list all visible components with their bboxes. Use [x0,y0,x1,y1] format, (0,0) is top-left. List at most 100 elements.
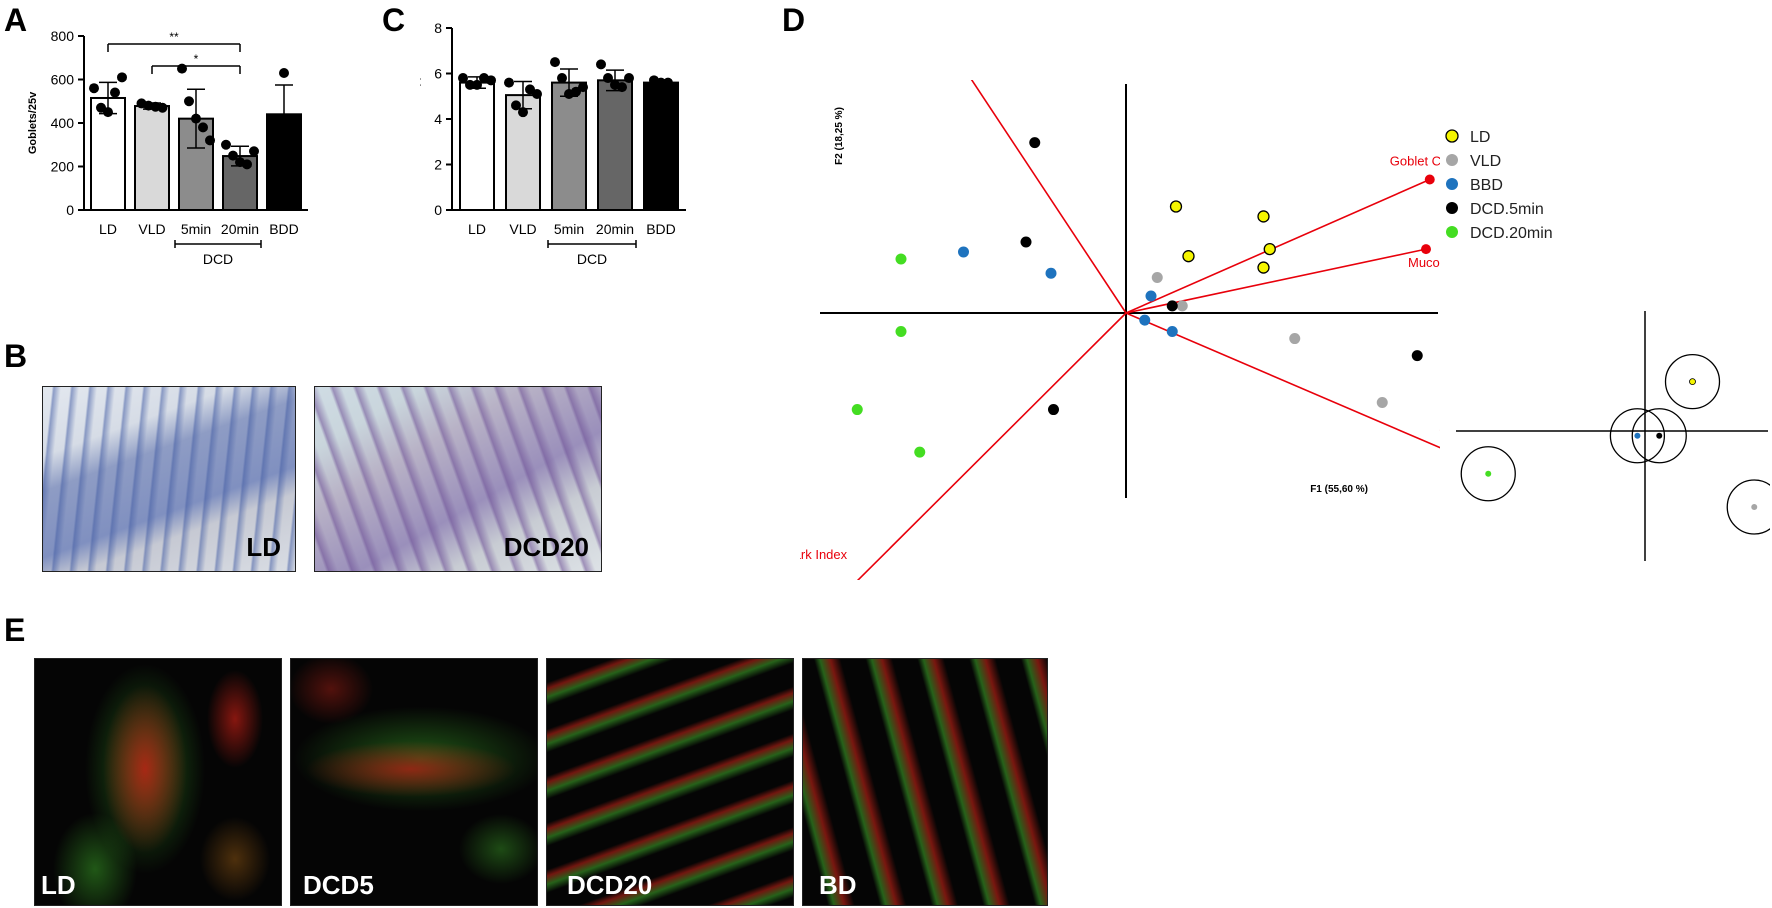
score-point [1048,404,1059,416]
data-point [624,73,634,84]
loading-vector-label: Mucosa Tickness [1408,255,1440,270]
micrograph-label: DCD20 [567,870,653,900]
data-point [184,96,194,107]
panel-letter-e: E [4,612,26,648]
score-point [1376,396,1388,408]
pca-legend: LD VLD BBD DCD.5min DCD.20min [1445,129,1553,242]
data-point [486,75,496,86]
panel-letter-c: C [382,2,406,38]
data-point [103,107,113,118]
data-point [110,87,120,98]
pca-centroid-plot [1456,311,1770,561]
score-point [895,253,907,265]
legend-marker [1446,202,1458,214]
data-point [617,82,627,93]
data-point [518,107,528,118]
score-point [1166,325,1178,337]
bar [222,155,258,211]
group-label: DCD [203,251,233,267]
score-point [1176,300,1188,312]
data-point [242,159,252,170]
data-point [205,135,215,146]
data-point [656,77,666,88]
data-point [596,59,606,70]
legend-label: LD [1470,129,1490,146]
data-point [228,150,238,161]
micrograph-label: LD [246,532,281,562]
score-point [895,325,907,337]
x-tick-label: BDD [646,221,676,237]
score-point [1029,137,1041,149]
micrograph-label: DCD5 [303,870,374,900]
micrograph-label: BD [819,870,857,900]
score-point [1411,350,1423,362]
data-point [157,102,168,113]
score-point [1289,333,1301,345]
score-point [958,246,969,258]
data-point [663,77,673,88]
loading-vector-tip [1421,244,1431,255]
score-point [1257,261,1270,274]
score-point [1169,200,1183,213]
bar [134,105,170,211]
x-tick-label: 5min [181,221,211,237]
data-point [557,73,567,84]
data-point [198,122,208,133]
significance-label: * [194,52,199,66]
bar [597,79,633,212]
confidence-circle [1609,408,1666,464]
data-point [89,83,99,94]
loading-vector-label: Goblet Cells [1390,154,1440,169]
y-tick-label: 0 [434,202,442,218]
significance-label: ** [169,30,179,44]
loading-vector [1125,312,1440,449]
y-tick-label: 200 [51,159,75,175]
micrograph-label: DCD20 [503,532,589,562]
y-tick-label: 8 [434,20,442,36]
bar [643,81,679,211]
y-axis-label: Paneth Cells/Crypt [420,70,421,168]
legend-marker [1446,178,1458,190]
y-axis-label: Goblets/25v [27,91,39,154]
data-point [472,79,482,90]
y-tick-label: 800 [51,28,75,44]
y-axis-label: F2 (18,25 %) [834,107,845,165]
bar [266,113,302,211]
score-point [851,404,863,416]
fluorescence-image-dcd20: DCD20 [546,658,794,906]
y-tick-label: 600 [51,72,75,88]
y-tick-label: 0 [66,202,74,218]
data-point [504,77,514,88]
bar [459,81,495,211]
data-point [249,146,259,157]
panel-letter-b: B [4,338,28,374]
legend-label: BBD [1470,177,1503,194]
goblet-cells-bar-chart: 0 200 400 600 800 Goblets/25v LD VLD 5min 20min BD… [27,28,308,267]
score-point [914,446,926,458]
fluorescence-image-bd: BD [802,658,1048,906]
score-point [1045,267,1057,279]
paneth-cells-bar-chart: 0 2 4 6 8 Paneth Cells/Crypt LD VLD 5min 20min BDD… [420,20,686,267]
data-point [465,79,475,90]
x-tick-label: BDD [269,221,299,237]
panel-letter-d: D [782,2,806,38]
legend-label: DCD.5min [1470,201,1544,218]
confidence-circle [1460,446,1516,502]
loading-vector [970,80,1127,314]
score-point [1020,236,1032,248]
legend-marker [1446,226,1458,238]
data-point [603,73,613,84]
x-tick-label: LD [468,221,486,237]
confidence-circle [1664,353,1721,410]
x-tick-label: LD [99,221,117,237]
data-point [458,73,468,84]
micrograph-ld: LD [42,386,296,572]
pca-biplot: F1 (55,60 %)F2 (18,25 %)Paneth CellsGobl… [800,80,1440,580]
centroid-point [1656,432,1663,439]
loading-vector [1125,178,1431,314]
x-tick-label: 20min [596,221,634,237]
confidence-circle [1631,408,1687,464]
loading-vector-label: C/V Index [1439,423,1440,438]
data-point [550,57,560,68]
loading-vector-tip [1424,174,1435,185]
